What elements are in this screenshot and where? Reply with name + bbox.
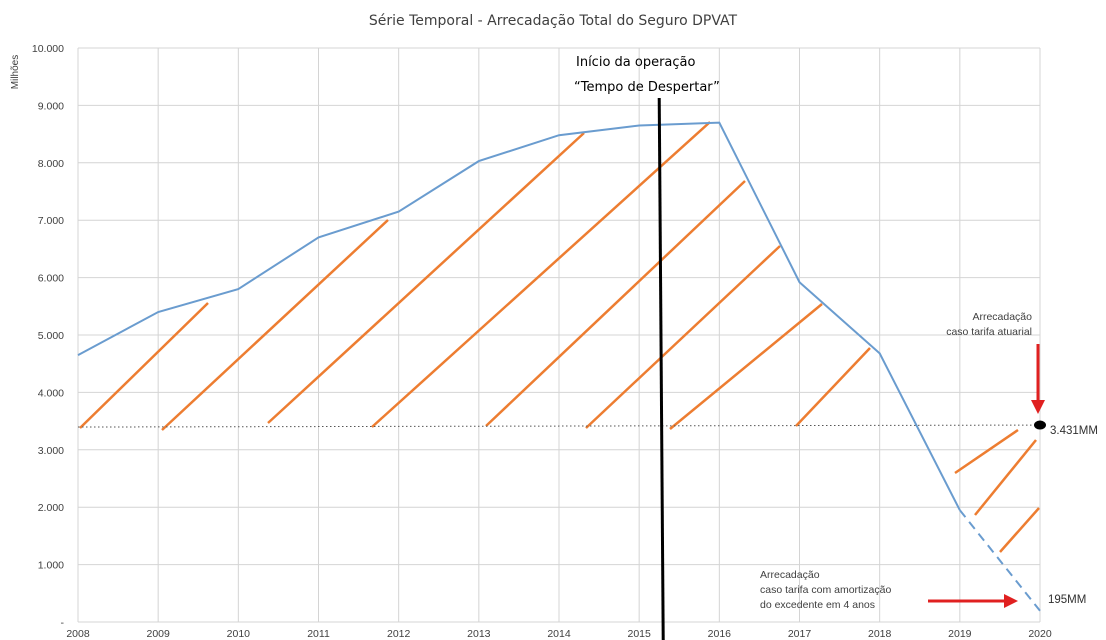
x-tick-label: 2015: [627, 628, 651, 640]
reference-dotted-line: [77, 424, 1041, 428]
arrows-group: [928, 344, 1045, 608]
amortization-arrow-head: [1004, 594, 1018, 608]
hatch-line: [954, 428, 1019, 475]
y-tick-label: 8.000: [38, 158, 64, 170]
hatch-line: [669, 303, 823, 430]
hatch-line: [161, 219, 389, 431]
y-tick-label: 10.000: [32, 43, 64, 55]
hatch-line: [267, 132, 585, 424]
amortization-label-line1: Arrecadação: [760, 569, 820, 581]
y-tick-label: 3.000: [38, 445, 64, 457]
x-tick-label: 2013: [467, 628, 491, 640]
hatch-line: [795, 347, 871, 427]
x-tick-label: 2020: [1028, 628, 1052, 640]
amortization-value-label: 195MM: [1048, 594, 1086, 606]
actuarial-label-line1: Arrecadação: [972, 311, 1032, 323]
y-tick-label: 7.000: [38, 215, 64, 227]
y-tick-label: -: [61, 617, 65, 629]
hatch-area: [79, 121, 1040, 553]
actuarial-arrow-head: [1031, 400, 1045, 414]
reference-line: [77, 424, 1041, 428]
actuarial-value-label: 3.431MM: [1050, 425, 1098, 437]
x-tick-label: 2008: [66, 628, 90, 640]
series-group: [77, 121, 1046, 612]
x-tick-label: 2019: [948, 628, 972, 640]
y-tick-label: 5.000: [38, 330, 64, 342]
series-line: [77, 121, 961, 511]
series-line-projection: [959, 509, 1041, 612]
hatch-line: [974, 439, 1037, 516]
y-axis-ticks: - 1.000 2.000 3.000 4.000 5.000 6.000 7.000 8.00…: [32, 43, 65, 629]
x-tick-label: 2018: [868, 628, 892, 640]
y-tick-label: 4.000: [38, 387, 64, 399]
hatch-line: [999, 507, 1040, 553]
x-tick-label: 2011: [307, 628, 330, 640]
grid: [77, 47, 1041, 623]
x-tick-label: 2010: [227, 628, 251, 640]
y-tick-label: 2.000: [38, 502, 64, 514]
y-tick-label: 1.000: [38, 560, 64, 572]
event-line: [657, 97, 665, 640]
actuarial-point-marker: [1034, 420, 1046, 430]
y-axis-label: Milhões: [10, 55, 21, 89]
chart-title: Série Temporal - Arrecadação Total do Se…: [369, 13, 738, 29]
x-tick-label: 2014: [547, 628, 571, 640]
operation-label-line2: “Tempo de Despertar”: [574, 80, 720, 95]
x-axis-ticks: 2008 2009 2010 2011 2012 2013 2014 2015 2016 2017…: [66, 628, 1052, 640]
event-line-group: [657, 97, 665, 640]
x-tick-label: 2017: [788, 628, 812, 640]
x-tick-label: 2009: [146, 628, 170, 640]
actuarial-label-line2: caso tarifa atuarial: [946, 326, 1032, 338]
hatch-line: [371, 121, 711, 428]
y-tick-label: 9.000: [38, 100, 64, 112]
y-tick-label: 6.000: [38, 273, 64, 285]
hatch-line: [79, 302, 209, 429]
amortization-label-line3: do excedente em 4 anos: [760, 599, 875, 611]
hatch-line: [485, 180, 746, 427]
x-tick-label: 2016: [708, 628, 732, 640]
amortization-label-line2: caso tarifa com amortização: [760, 584, 891, 596]
x-tick-label: 2012: [387, 628, 411, 640]
hatch-line: [585, 245, 781, 429]
operation-label-line1: Início da operação: [576, 55, 696, 70]
